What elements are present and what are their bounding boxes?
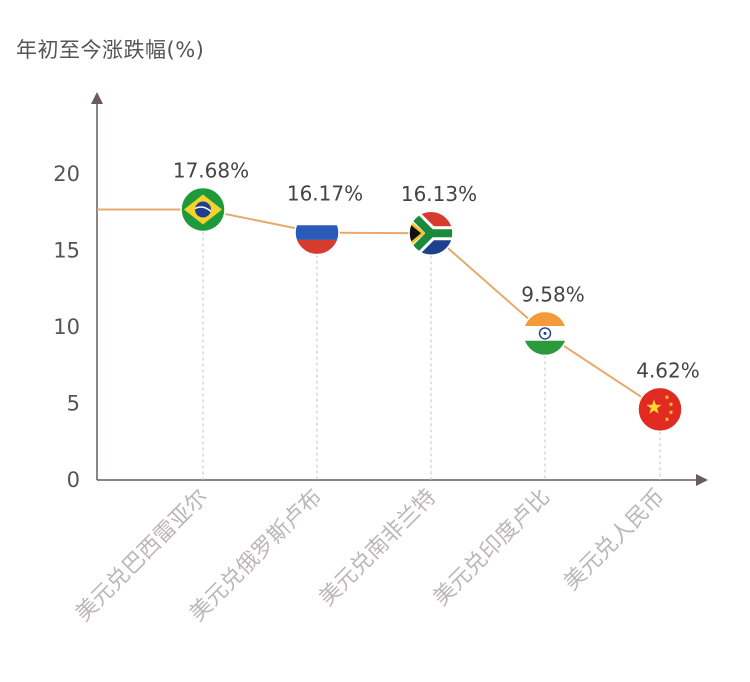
y-tick-label: 10 xyxy=(53,315,80,339)
y-tick-label: 20 xyxy=(53,162,80,186)
y-tick-label: 5 xyxy=(67,392,80,416)
x-tick-label: 美元兑印度卢比 xyxy=(429,485,556,612)
x-tick-label: 美元兑南非兰特 xyxy=(315,485,442,612)
series-line xyxy=(97,208,661,411)
brazil-flag-icon xyxy=(180,186,226,233)
south-africa-flag-icon xyxy=(408,210,454,256)
y-tick-label: 0 xyxy=(67,468,80,492)
data-label: 17.68% xyxy=(173,158,249,182)
y-axis-title: 年初至今涨跌幅(%) xyxy=(16,38,205,62)
x-axis-arrow xyxy=(696,474,708,486)
russia-flag-icon xyxy=(294,209,340,256)
x-tick-label: 美元兑人民币 xyxy=(559,485,670,596)
india-flag-icon xyxy=(522,310,568,357)
data-label: 16.13% xyxy=(401,182,477,206)
y-axis-arrow xyxy=(91,92,103,104)
data-label: 4.62% xyxy=(636,358,700,382)
y-tick-label: 15 xyxy=(53,239,80,263)
data-label: 9.58% xyxy=(521,282,585,306)
china-flag-icon xyxy=(637,386,683,433)
data-label: 16.17% xyxy=(287,182,363,206)
